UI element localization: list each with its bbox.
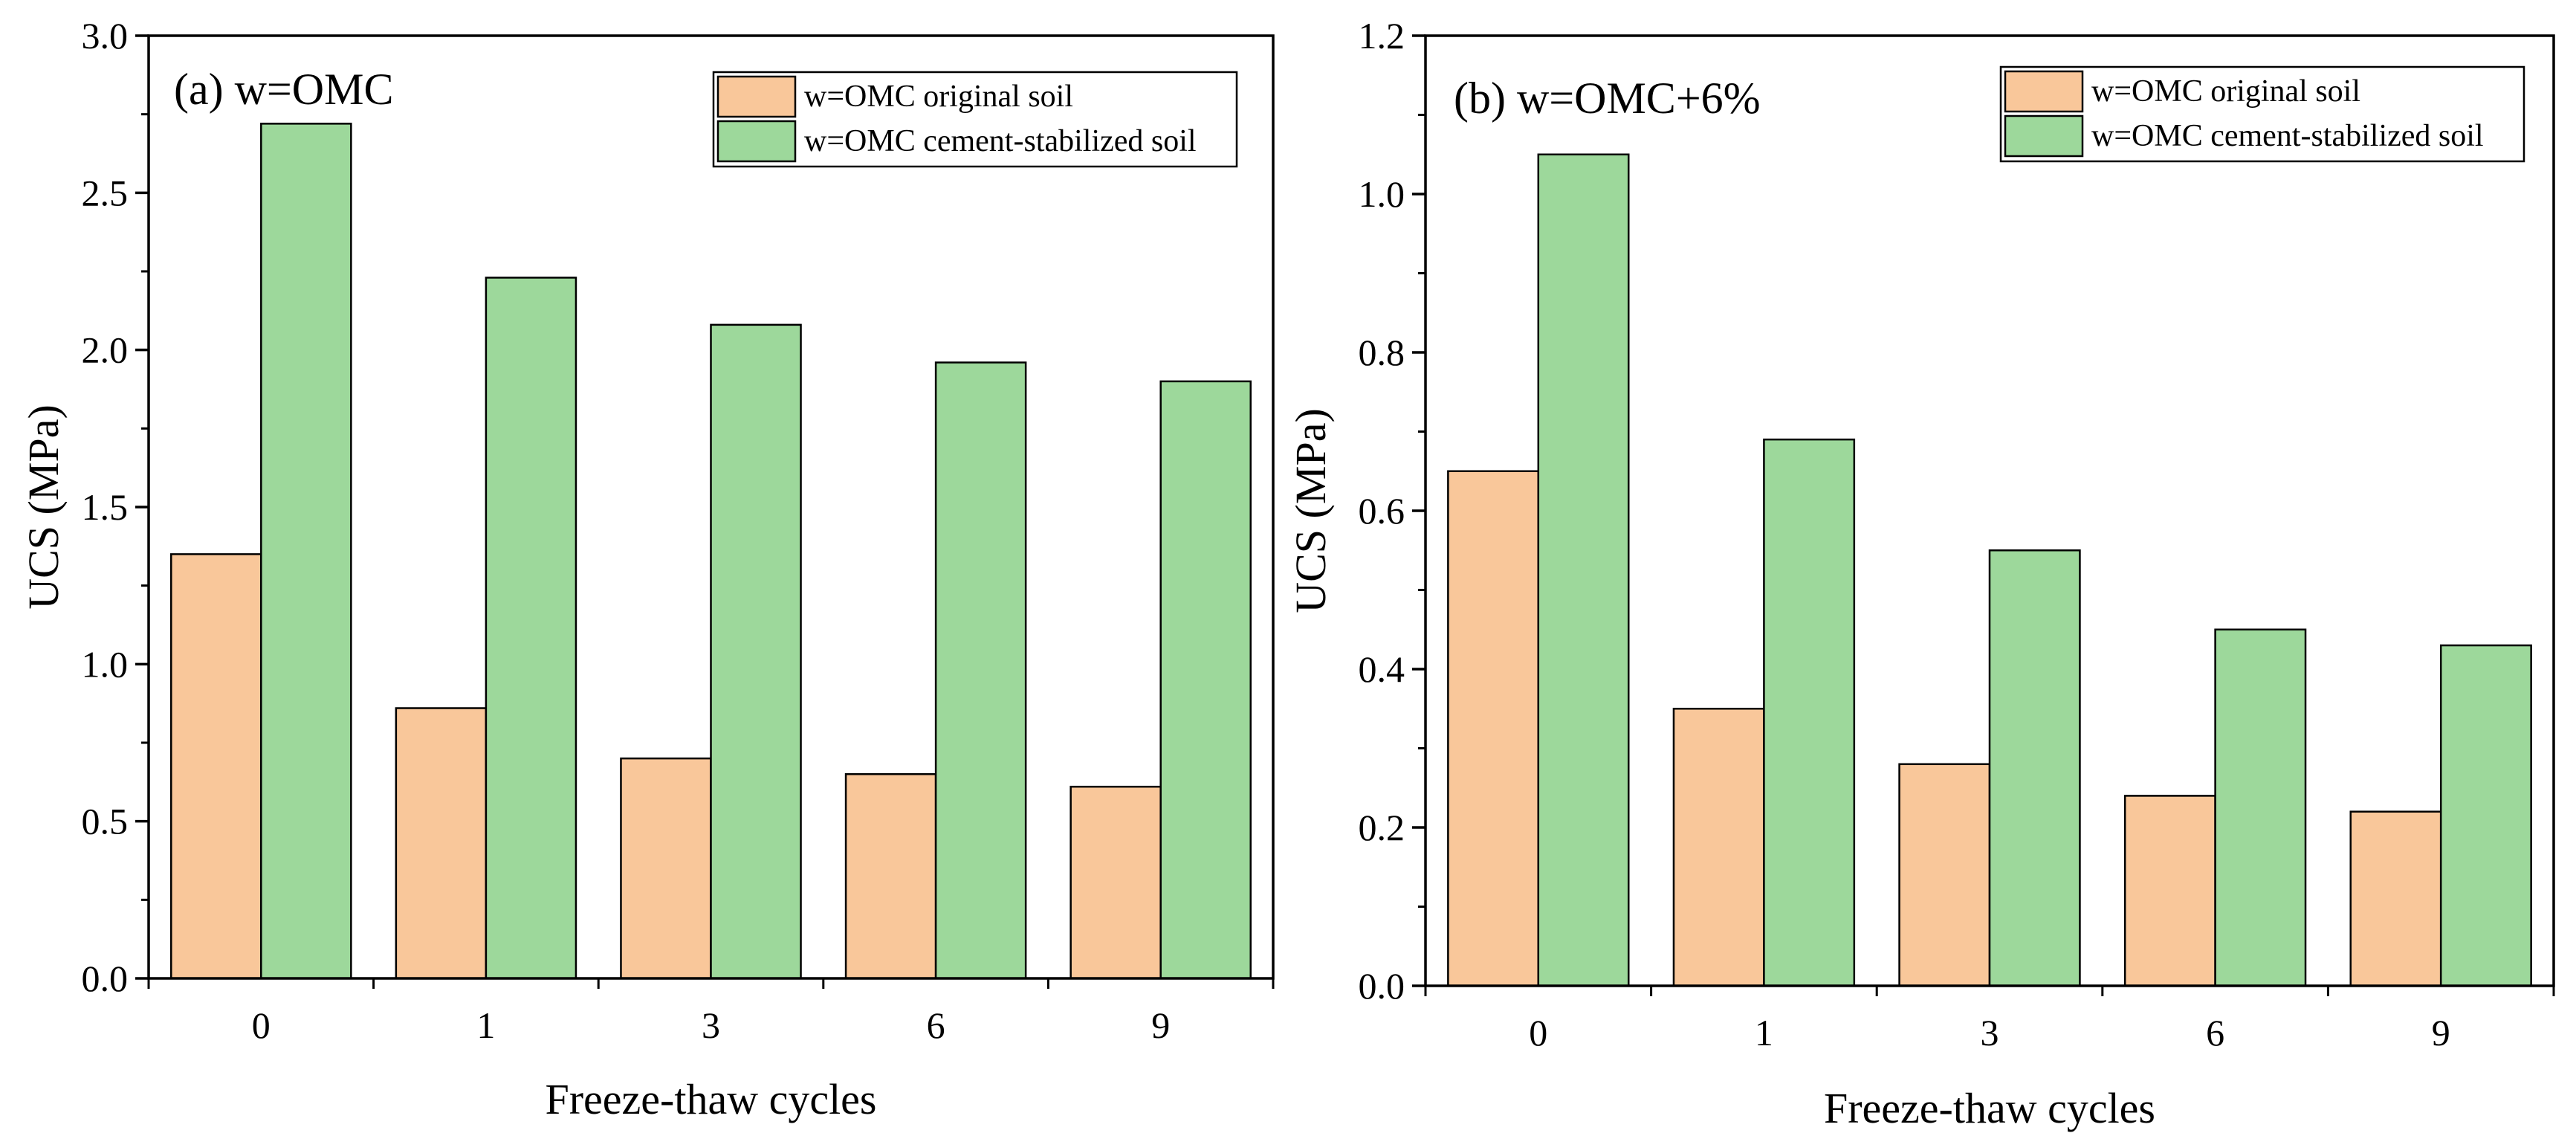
y-tick-label: 0.2 bbox=[1359, 807, 1405, 848]
bar-cement-stabilized-soil-cycle-1 bbox=[1763, 438, 1856, 987]
bar-original-soil-cycle-0 bbox=[1447, 470, 1540, 987]
bar-cement-stabilized-soil-cycle-6 bbox=[2214, 628, 2307, 987]
bar-cement-stabilized-soil-cycle-9 bbox=[1159, 380, 1252, 980]
x-tick-label: 1 bbox=[1755, 1012, 1773, 1053]
y-tick-label: 0.0 bbox=[1359, 965, 1405, 1007]
bar-original-soil-cycle-1 bbox=[395, 707, 488, 980]
bar-original-soil-cycle-6 bbox=[2123, 795, 2216, 987]
bar-original-soil-cycle-0 bbox=[170, 553, 262, 980]
bar-cement-stabilized-soil-cycle-9 bbox=[2439, 644, 2532, 987]
x-tick-label: 6 bbox=[927, 1004, 945, 1046]
x-tick-label: 1 bbox=[476, 1004, 495, 1046]
x-tick-label: 9 bbox=[1151, 1004, 1170, 1046]
x-tick-label: 3 bbox=[1981, 1012, 1999, 1053]
y-tick-label: 1.0 bbox=[1359, 173, 1405, 215]
y-tick-label: 3.0 bbox=[82, 15, 129, 57]
y-tick-label: 2.0 bbox=[82, 329, 129, 371]
x-tick-label: 3 bbox=[702, 1004, 720, 1046]
legend-swatch bbox=[716, 120, 797, 163]
bar-cement-stabilized-soil-cycle-1 bbox=[485, 277, 577, 980]
bar-cement-stabilized-soil-cycle-0 bbox=[260, 123, 352, 980]
x-tick-label: 0 bbox=[1529, 1012, 1547, 1053]
legend-label: w=OMC original soil bbox=[2091, 74, 2360, 109]
y-tick-label: 0.5 bbox=[82, 801, 129, 842]
bar-cement-stabilized-soil-cycle-3 bbox=[710, 323, 802, 980]
y-tick-label: 0.8 bbox=[1359, 332, 1405, 373]
chart-panel-b: 0.0 0.2 0.4 0.6 0.8 1.0 1.2 0 1 3 6 9 Freeze-thaw cy… bbox=[1287, 15, 2555, 1132]
y-tick-label: 0.6 bbox=[1359, 490, 1405, 532]
bar-original-soil-cycle-1 bbox=[1672, 708, 1765, 987]
x-tick-label: 6 bbox=[2206, 1012, 2224, 1053]
bar-original-soil-cycle-3 bbox=[1898, 763, 1991, 987]
y-axis-title: UCS (MPa) bbox=[19, 404, 68, 610]
legend-swatch bbox=[716, 75, 797, 118]
x-tick-label: 0 bbox=[252, 1004, 271, 1046]
legend: w=OMC original soil w=OMC cement-stabiliz… bbox=[712, 71, 1238, 168]
y-tick-label: 1.0 bbox=[82, 643, 129, 685]
y-tick-label: 0.0 bbox=[82, 958, 129, 999]
bar-original-soil-cycle-6 bbox=[844, 773, 937, 980]
legend-box bbox=[712, 71, 1238, 168]
legend-swatch bbox=[2004, 114, 2084, 158]
legend-label: w=OMC original soil bbox=[804, 80, 1073, 114]
y-tick-label: 2.5 bbox=[82, 172, 129, 213]
y-axis-title: UCS (MPa) bbox=[1287, 408, 1335, 613]
panel-title: (a) w=OMC bbox=[174, 65, 393, 114]
chart-panel-a: 0.0 0.5 1.0 1.5 2.0 2.5 3.0 0 1 3 6 9 Freeze-thaw cy… bbox=[19, 15, 1275, 1123]
x-axis-title: Freeze-thaw cycles bbox=[545, 1075, 876, 1123]
y-tick-label: 0.4 bbox=[1359, 648, 1405, 690]
bar-cement-stabilized-soil-cycle-6 bbox=[934, 361, 1027, 980]
x-tick-label: 9 bbox=[2432, 1012, 2450, 1053]
legend-label: w=OMC cement-stabilized soil bbox=[804, 124, 1197, 158]
legend-swatch bbox=[2004, 70, 2084, 113]
panel-title: (b) w=OMC+6% bbox=[1454, 74, 1761, 123]
legend-box bbox=[1999, 65, 2525, 163]
bar-cement-stabilized-soil-cycle-3 bbox=[1988, 549, 2081, 987]
legend-label: w=OMC cement-stabilized soil bbox=[2091, 119, 2484, 153]
x-axis-title: Freeze-thaw cycles bbox=[1824, 1084, 2155, 1132]
bar-original-soil-cycle-9 bbox=[1069, 785, 1162, 980]
y-tick-label: 1.5 bbox=[82, 486, 129, 528]
bar-original-soil-cycle-9 bbox=[2349, 810, 2442, 987]
y-tick-label: 1.2 bbox=[1359, 15, 1405, 57]
bar-original-soil-cycle-3 bbox=[620, 757, 712, 980]
bar-cement-stabilized-soil-cycle-0 bbox=[1537, 153, 1630, 987]
legend: w=OMC original soil w=OMC cement-stabiliz… bbox=[1999, 65, 2525, 163]
